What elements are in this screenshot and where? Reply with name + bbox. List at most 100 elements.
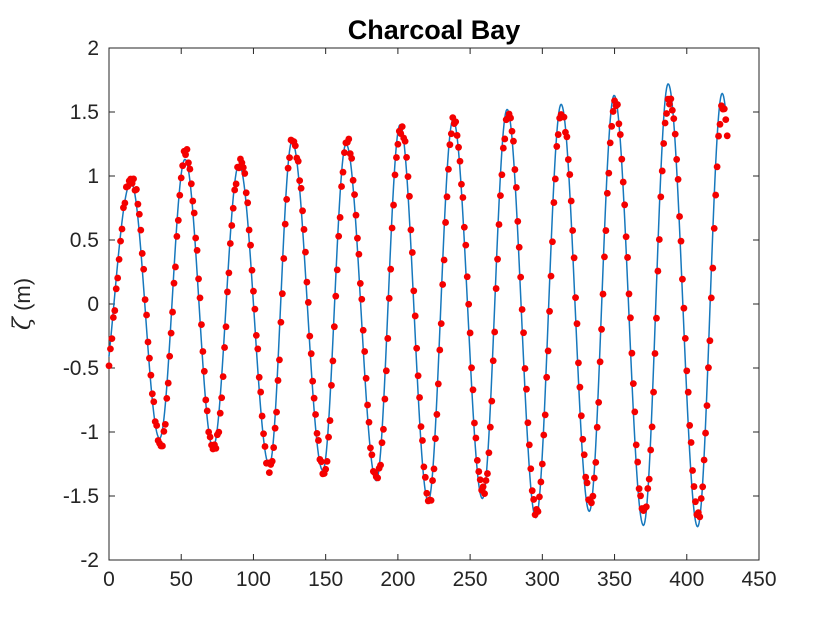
observation-dot	[161, 420, 169, 428]
observation-dot	[135, 210, 143, 218]
observation-dot	[663, 110, 670, 117]
observation-dot	[616, 131, 624, 138]
observation-dot	[109, 314, 117, 321]
observation-dot	[198, 321, 205, 328]
observation-dot	[661, 119, 669, 127]
observation-dot	[690, 483, 698, 490]
observation-dot	[166, 352, 174, 360]
observation-dot	[469, 386, 477, 394]
observation-dot	[374, 474, 382, 482]
observation-dot	[608, 122, 616, 130]
x-tick-label: 450	[741, 568, 776, 591]
observation-dot	[703, 402, 711, 410]
observation-dot	[627, 314, 634, 322]
observation-dot	[306, 332, 314, 340]
observation-dot	[647, 446, 655, 454]
observation-dot	[462, 241, 470, 249]
observation-dot	[619, 178, 627, 186]
observation-dot	[182, 151, 189, 159]
observation-dot	[489, 357, 497, 365]
observation-dot	[309, 377, 317, 385]
observation-dot	[114, 274, 122, 282]
observation-dot	[283, 195, 291, 203]
observation-dot	[231, 186, 239, 194]
observation-dot	[481, 490, 488, 498]
observation-dot	[300, 226, 308, 233]
observation-dot	[276, 356, 283, 364]
observation-dot	[593, 423, 601, 431]
chart-title: Charcoal Bay	[348, 15, 521, 45]
observation-dot	[479, 483, 487, 491]
observation-dot	[560, 113, 568, 121]
observation-dot	[299, 207, 306, 215]
observation-dot	[216, 409, 224, 417]
observation-dot	[294, 157, 302, 165]
observation-dot	[603, 189, 611, 197]
observation-dot	[390, 201, 397, 209]
observation-dot	[510, 137, 517, 145]
observation-dot	[458, 180, 465, 188]
observation-dot	[543, 373, 551, 381]
observation-dot	[673, 156, 681, 163]
observation-dot	[530, 496, 538, 503]
observation-dot	[445, 165, 452, 173]
observation-dot	[499, 144, 507, 152]
observation-dot	[512, 184, 520, 191]
observation-dot	[525, 441, 533, 449]
x-tick-label: 400	[669, 568, 704, 591]
observation-dot	[108, 335, 116, 343]
observation-dot	[473, 456, 481, 464]
observation-dot	[550, 199, 558, 206]
observation-dot	[179, 162, 187, 170]
observation-dot	[453, 132, 461, 139]
observation-dot	[351, 191, 358, 199]
observation-dot	[660, 140, 668, 147]
observation-dot	[534, 508, 542, 515]
observation-dot	[576, 383, 584, 391]
observation-dot	[310, 394, 318, 402]
observation-dot	[206, 433, 214, 441]
observation-dot	[268, 457, 276, 465]
observation-dot	[547, 272, 555, 280]
observation-dot	[394, 140, 402, 148]
observation-dot	[387, 265, 395, 273]
observation-dot	[219, 373, 227, 380]
observation-dot	[494, 255, 501, 263]
observation-dot	[580, 451, 588, 459]
observation-dot	[521, 365, 529, 372]
observation-dot	[680, 304, 688, 312]
observation-dot	[491, 328, 499, 336]
observation-dot	[569, 227, 577, 234]
observation-dot	[712, 191, 720, 199]
observation-dot	[615, 120, 623, 128]
observation-dot	[250, 287, 257, 295]
observation-dot	[329, 357, 337, 365]
observation-dot	[391, 171, 399, 179]
observation-dot	[138, 250, 146, 257]
observation-dot	[377, 461, 384, 469]
observation-dot	[226, 240, 234, 247]
observation-dot	[105, 362, 113, 370]
observation-dot	[224, 288, 231, 296]
observation-dot	[121, 199, 129, 207]
observation-dot	[523, 385, 530, 393]
observation-dot	[297, 184, 305, 192]
y-axis-label: ζ (m)	[8, 278, 36, 330]
observation-dot	[274, 377, 282, 384]
observation-dot	[696, 513, 704, 521]
observation-dot	[173, 233, 181, 240]
observation-dot	[501, 135, 509, 143]
observation-dot	[407, 226, 415, 234]
observation-dot	[150, 398, 158, 406]
observation-dot	[112, 285, 120, 293]
x-tick-label: 350	[597, 568, 632, 591]
observation-dot	[606, 139, 614, 147]
y-tick-label: -1.5	[63, 485, 99, 508]
observation-dot	[358, 295, 366, 303]
observation-dot	[697, 495, 705, 502]
observation-dot	[170, 279, 178, 287]
observation-dot	[546, 307, 553, 315]
observation-dot	[566, 171, 574, 178]
observation-dot	[671, 130, 679, 138]
observation-dot	[440, 256, 448, 264]
